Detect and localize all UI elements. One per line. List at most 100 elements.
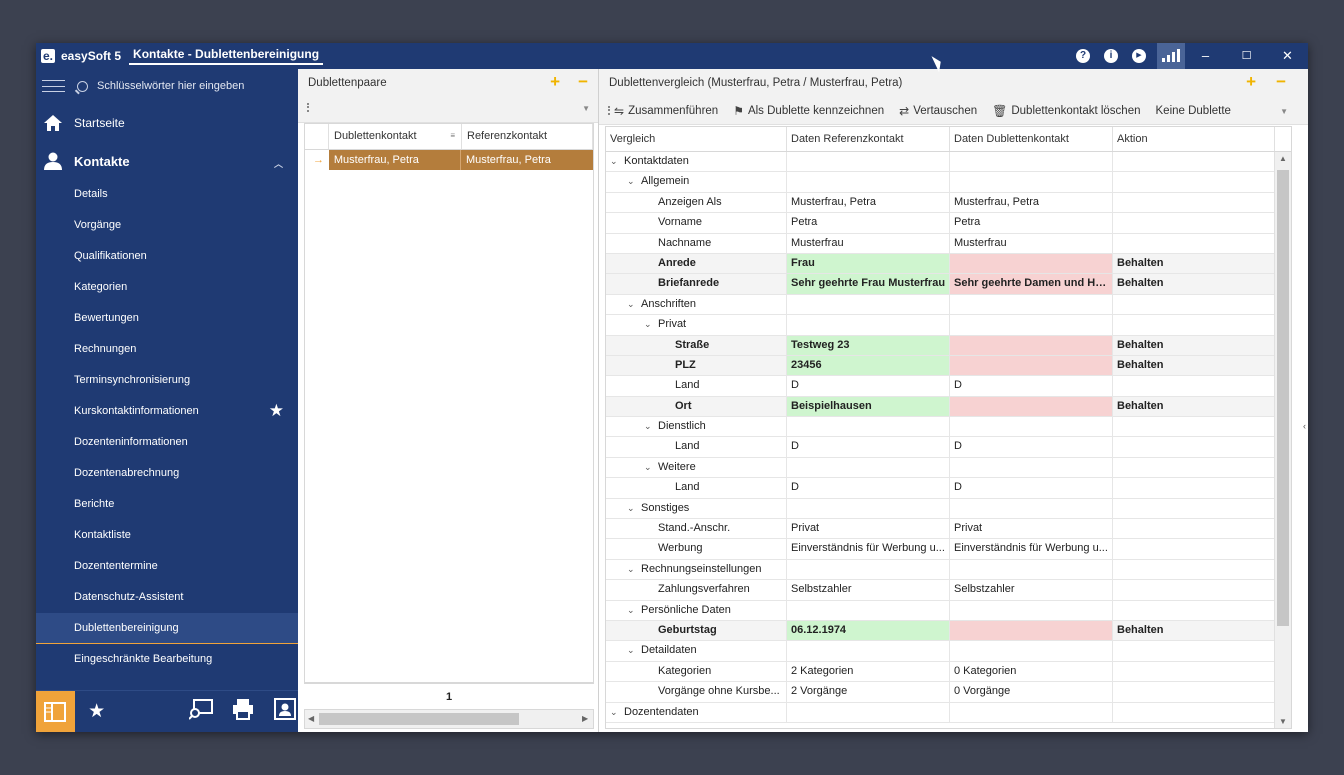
close-button[interactable]: ✕ [1282, 48, 1293, 63]
scrollbar-thumb[interactable] [1277, 170, 1289, 626]
cell-reference[interactable] [787, 457, 950, 478]
cell-action[interactable]: Behalten [1113, 355, 1275, 376]
contact-card-icon[interactable] [272, 697, 298, 726]
table-row[interactable]: ⌄ Detaildaten [606, 641, 1291, 662]
table-row[interactable]: ⌄ Kontaktdaten [606, 152, 1291, 173]
minimize-button[interactable]: – [1201, 48, 1210, 63]
sidebar-item[interactable]: Dublettenbereinigung [36, 613, 298, 644]
cell-duplicate[interactable] [950, 457, 1113, 478]
expand-icon[interactable]: ⌄ [644, 319, 652, 330]
table-row[interactable]: ⌄ Persönliche Daten [606, 600, 1291, 621]
favorites-icon[interactable]: ★ [88, 701, 106, 722]
table-row[interactable]: Briefanrede Sehr geehrte Frau Musterfrau S… [606, 274, 1291, 295]
document-tab[interactable]: Kontakte - Dublettenbereinigung [129, 47, 324, 65]
cell-action[interactable]: Behalten [1113, 620, 1275, 641]
table-row[interactable]: ⌄ Dozentendaten [606, 702, 1291, 723]
dropdown-icon[interactable]: ▼ [1280, 107, 1288, 116]
scroll-left-icon[interactable]: ◀ [308, 714, 315, 723]
cell-reference[interactable]: 23456 [787, 355, 950, 376]
table-row[interactable]: Ort Beispielhausen Behalten [606, 396, 1291, 418]
cell-action[interactable] [1113, 661, 1275, 682]
table-row[interactable]: ⌄ Privat [606, 315, 1291, 336]
print-icon[interactable] [230, 698, 256, 726]
cell-duplicate[interactable] [950, 559, 1113, 580]
cell-duplicate[interactable] [950, 600, 1113, 620]
layout-button[interactable] [36, 690, 75, 732]
cell-action[interactable] [1113, 437, 1275, 457]
cell-action[interactable] [1113, 498, 1275, 519]
dropdown-icon[interactable]: ▼ [582, 104, 590, 113]
cell-reference[interactable]: Testweg 23 [787, 335, 950, 355]
expand-icon[interactable]: ⌄ [610, 706, 618, 717]
table-row[interactable]: ⌄ Sonstiges [606, 498, 1291, 520]
merge-button[interactable]: ⇋ Zusammenführen [614, 104, 718, 118]
table-row[interactable]: Land D D [606, 437, 1291, 458]
cell-duplicate[interactable] [950, 294, 1113, 315]
cell-reference[interactable] [787, 172, 950, 192]
horizontal-scrollbar[interactable]: ◀ ▶ [304, 709, 594, 729]
cell-action[interactable]: Behalten [1113, 253, 1275, 274]
grip-icon[interactable] [307, 103, 309, 112]
no-duplicate-button[interactable]: Keine Dublette [1156, 105, 1231, 117]
column-header-action[interactable]: Aktion [1113, 127, 1275, 151]
help-icon[interactable]: ? [1076, 49, 1090, 63]
sidebar-home[interactable]: Startseite [36, 103, 298, 143]
table-row[interactable]: Geburtstag 06.12.1974 Behalten [606, 620, 1291, 642]
cell-duplicate[interactable]: Musterfrau, Petra [328, 150, 461, 170]
cell-reference[interactable]: Musterfrau, Petra [460, 150, 593, 170]
table-row[interactable]: Zahlungsverfahren Selbstzahler Selbstzahle… [606, 580, 1291, 601]
sidebar-item[interactable]: Dozententermine [36, 551, 298, 582]
cell-reference[interactable]: Beispielhausen [787, 396, 950, 417]
sidebar-item[interactable]: Vorgänge [36, 210, 298, 241]
cell-reference[interactable] [787, 152, 950, 172]
column-header-referenzkontakt[interactable]: Referenzkontakt [462, 124, 593, 149]
expand-icon[interactable]: ⌄ [627, 645, 635, 656]
table-row[interactable]: ⌄ Dienstlich [606, 417, 1291, 438]
expand-icon[interactable]: ⌄ [610, 156, 618, 166]
cell-duplicate[interactable]: Einverständnis für Werbung u... [950, 539, 1113, 559]
cell-reference[interactable]: Selbstzahler [787, 580, 950, 600]
cell-duplicate[interactable]: Musterfrau [950, 233, 1113, 253]
table-row[interactable]: Nachname Musterfrau Musterfrau [606, 233, 1291, 254]
sidebar-item[interactable]: Dozentenabrechnung [36, 458, 298, 489]
column-header-duplicate[interactable]: Daten Dublettenkontakt [950, 127, 1113, 151]
cell-duplicate[interactable] [950, 355, 1113, 376]
sidebar-item[interactable]: Eingeschränkte Bearbeitung [36, 644, 298, 675]
cell-duplicate[interactable] [950, 620, 1113, 641]
cell-reference[interactable] [787, 600, 950, 620]
sidebar-item[interactable]: Qualifikationen [36, 241, 298, 272]
mark-duplicate-button[interactable]: ⚑ Als Dublette kennzeichnen [733, 104, 884, 118]
sidebar-search[interactable]: Schlüsselwörter hier eingeben [36, 69, 298, 103]
cell-duplicate[interactable] [950, 335, 1113, 355]
sidebar-section-kontakte[interactable]: Kontakte ︿ [36, 143, 298, 179]
remove-icon[interactable]: − [1276, 72, 1286, 91]
cell-action[interactable] [1113, 702, 1275, 722]
page-number[interactable]: 1 [304, 683, 594, 709]
cell-duplicate[interactable] [950, 396, 1113, 417]
scrollbar-thumb[interactable] [319, 713, 519, 725]
cell-action[interactable] [1113, 682, 1275, 702]
maximize-button[interactable]: ☐ [1241, 50, 1252, 62]
cell-reference[interactable]: Frau [787, 253, 950, 274]
column-header-vergleich[interactable]: Vergleich [606, 127, 787, 151]
cell-duplicate[interactable]: Sehr geehrte Damen und Herren [950, 274, 1113, 294]
cell-action[interactable]: Behalten [1113, 274, 1275, 294]
info-icon[interactable]: i [1104, 49, 1118, 63]
table-row[interactable]: Vorgänge ohne Kursbe... 2 Vorgänge 0 Vorgä… [606, 682, 1291, 703]
cell-duplicate[interactable] [950, 315, 1113, 335]
scroll-down-icon[interactable]: ▼ [1279, 717, 1287, 726]
cell-action[interactable] [1113, 213, 1275, 233]
cell-duplicate[interactable] [950, 702, 1113, 722]
cell-action[interactable] [1113, 580, 1275, 600]
sidebar-item[interactable]: Berichte [36, 489, 298, 520]
cell-duplicate[interactable]: 0 Vorgänge [950, 682, 1113, 702]
expand-icon[interactable]: ⌄ [627, 604, 635, 615]
cell-reference[interactable]: Sehr geehrte Frau Musterfrau [787, 274, 950, 294]
cell-action[interactable]: Behalten [1113, 335, 1275, 355]
cell-duplicate[interactable] [950, 641, 1113, 661]
sidebar-item[interactable]: Details [36, 179, 298, 210]
cell-action[interactable] [1113, 539, 1275, 559]
cell-duplicate[interactable]: 0 Kategorien [950, 661, 1113, 682]
cell-action[interactable] [1113, 192, 1275, 213]
expand-icon[interactable]: ⌄ [644, 421, 652, 432]
